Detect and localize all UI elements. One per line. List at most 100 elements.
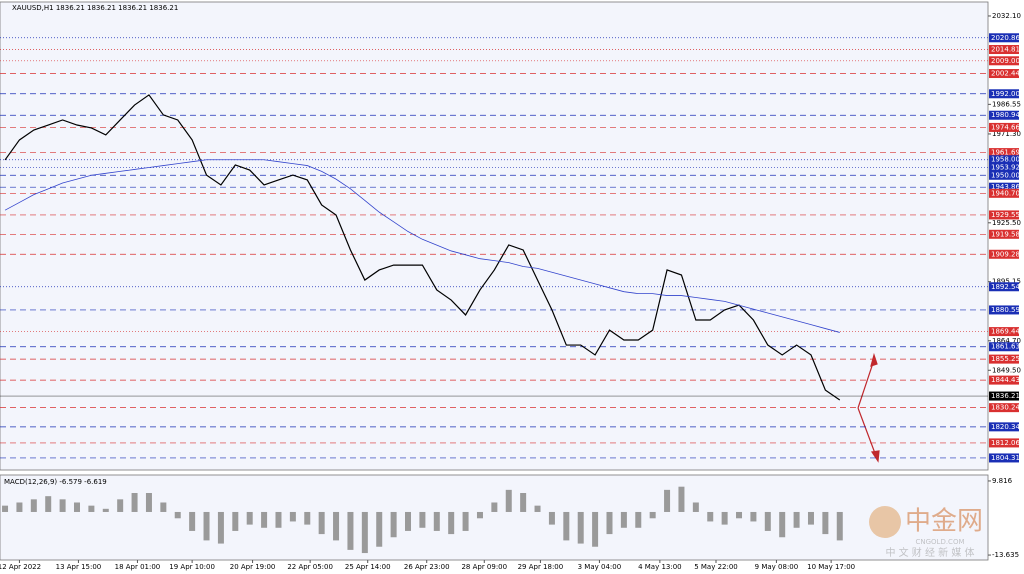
level-label: 1943.86 [991, 183, 1020, 191]
bar [174, 511, 181, 519]
series-line [4, 159, 840, 333]
level-label: 1855.25 [991, 355, 1020, 363]
bar [592, 511, 599, 547]
level-label: 1869.44 [991, 328, 1020, 336]
x-tick-label: 5 May 22:00 [694, 563, 738, 571]
projection-arrows [857, 352, 880, 463]
y-tick-label: 1895.15 [992, 278, 1021, 286]
level-label-box [989, 45, 1019, 55]
bar [505, 489, 512, 512]
level-label: 1953.92 [991, 164, 1020, 172]
level-label: 1844.43 [991, 376, 1020, 384]
level-label: 1804.31 [991, 454, 1020, 462]
bar [45, 496, 52, 512]
bar [318, 511, 325, 535]
macd-title: MACD(12,26,9) -6.579 -6.619 [4, 478, 107, 486]
bar [606, 511, 613, 535]
watermark-logo [869, 506, 901, 538]
bar [390, 511, 397, 538]
level-label-box [989, 155, 1019, 165]
bar [462, 511, 469, 531]
bar [548, 511, 555, 525]
bar [347, 511, 354, 550]
x-tick-label: 4 May 13:00 [638, 563, 682, 571]
level-label-box [989, 391, 1019, 401]
arrow-head [870, 450, 880, 463]
x-tick-label: 18 Apr 01:00 [115, 563, 161, 571]
bar [59, 499, 66, 512]
bar [836, 511, 843, 541]
level-label: 1958.00 [991, 156, 1020, 164]
arrow-up [857, 359, 875, 409]
y-tick-label: 1864.70 [992, 337, 1021, 345]
x-tick-label: 20 Apr 19:00 [230, 563, 276, 571]
y-tick-label: -13.635 [992, 551, 1019, 559]
bar [678, 486, 685, 512]
bar [275, 511, 282, 528]
level-label: 1950.00 [991, 171, 1020, 179]
bar [145, 493, 152, 512]
level-label: 1909.28 [991, 250, 1020, 258]
level-label: 1880.59 [991, 306, 1020, 314]
level-label-box [989, 327, 1019, 337]
bar [793, 511, 800, 528]
arrow-head [870, 352, 878, 367]
level-label-box [989, 56, 1019, 66]
bar [289, 511, 296, 522]
level-label-box [989, 305, 1019, 315]
bar [88, 505, 95, 512]
level-label-box [989, 182, 1019, 192]
bar [707, 511, 714, 522]
bar [73, 502, 80, 512]
bar [779, 511, 786, 538]
bar [433, 511, 440, 531]
y-tick-label: 1925.50 [992, 219, 1021, 227]
y-tick-label: 9.816 [992, 477, 1013, 485]
level-label: 2002.44 [991, 70, 1020, 78]
watermark-slogan: 中 文 财 经 新 媒 体 [885, 546, 974, 559]
level-label-box [989, 375, 1019, 385]
level-label-box [989, 188, 1019, 198]
bar [534, 505, 541, 512]
x-tick-label: 12 Apr 2022 [0, 563, 41, 571]
bar [2, 505, 9, 512]
bar [664, 489, 671, 512]
y-tick-label: 2032.10 [992, 12, 1021, 20]
level-label: 1929.55 [991, 211, 1020, 219]
bar [405, 511, 412, 531]
x-tick-label: 19 Apr 10:00 [169, 563, 215, 571]
level-label: 1861.63 [991, 343, 1020, 351]
level-label: 2014.81 [991, 46, 1020, 54]
bar [16, 502, 23, 512]
level-label-box [989, 403, 1019, 413]
bar [189, 511, 196, 531]
bar [448, 511, 455, 535]
bar [635, 511, 642, 528]
price-panel [0, 1, 989, 471]
level-label-box [989, 210, 1019, 220]
level-label-box [989, 354, 1019, 364]
level-label: 2009.00 [991, 57, 1020, 65]
chart-title: XAUUSD,H1 1836.21 1836.21 1836.21 1836.2… [12, 4, 178, 12]
x-tick-label: 26 Apr 23:00 [404, 563, 450, 571]
level-label-box [989, 148, 1019, 158]
bar [117, 499, 124, 512]
bar [764, 511, 771, 531]
level-label: 1830.24 [991, 404, 1020, 412]
x-tick-label: 10 May 17:00 [807, 563, 855, 571]
level-label-box [989, 110, 1019, 120]
bar [577, 511, 584, 544]
bar [376, 511, 383, 547]
level-label-box [989, 122, 1019, 132]
bar [822, 511, 829, 535]
level-label-box [989, 438, 1019, 448]
bar [304, 511, 311, 525]
bar [261, 511, 268, 528]
bar [692, 502, 699, 512]
x-tick-label: 3 May 04:00 [578, 563, 622, 571]
x-tick-label: 22 Apr 05:00 [287, 563, 333, 571]
level-label: 1992.00 [991, 90, 1020, 98]
bar [721, 511, 728, 525]
level-label: 1892.54 [991, 283, 1020, 291]
